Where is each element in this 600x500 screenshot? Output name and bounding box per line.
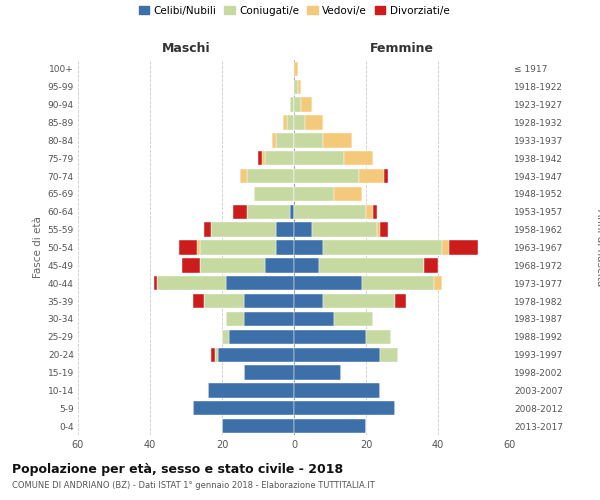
Bar — [294, 133, 323, 148]
Bar — [294, 169, 359, 183]
Bar — [229, 330, 294, 344]
Y-axis label: Anni di nascita: Anni di nascita — [595, 209, 600, 286]
Bar — [276, 222, 294, 237]
Bar — [294, 222, 312, 237]
Bar — [290, 204, 294, 219]
Bar — [294, 276, 362, 290]
Bar — [254, 187, 294, 201]
Bar — [294, 366, 341, 380]
Bar — [287, 116, 294, 130]
Bar — [200, 240, 276, 254]
Bar — [359, 169, 384, 183]
Bar — [258, 151, 262, 166]
Bar — [294, 151, 344, 166]
Bar — [218, 348, 294, 362]
Bar — [294, 348, 380, 362]
Bar — [434, 276, 442, 290]
Bar — [157, 276, 226, 290]
Bar — [182, 258, 200, 272]
Bar — [222, 330, 229, 344]
Bar — [323, 294, 395, 308]
Bar — [244, 294, 294, 308]
Bar — [294, 330, 366, 344]
Bar — [200, 258, 265, 272]
Bar — [247, 169, 294, 183]
Bar — [272, 133, 276, 148]
Bar — [442, 240, 449, 254]
Bar — [262, 151, 265, 166]
Bar — [294, 401, 395, 415]
Bar — [233, 204, 247, 219]
Bar — [197, 240, 200, 254]
Bar — [193, 294, 204, 308]
Bar — [373, 204, 377, 219]
Bar — [290, 98, 294, 112]
Bar — [334, 187, 362, 201]
Bar — [226, 276, 294, 290]
Bar — [276, 240, 294, 254]
Text: Maschi: Maschi — [161, 42, 211, 54]
Bar — [384, 169, 388, 183]
Bar — [344, 151, 373, 166]
Bar — [204, 222, 211, 237]
Bar — [265, 151, 294, 166]
Y-axis label: Fasce di età: Fasce di età — [34, 216, 43, 278]
Bar — [366, 204, 373, 219]
Text: Femmine: Femmine — [370, 42, 434, 54]
Bar — [215, 348, 218, 362]
Bar — [211, 222, 276, 237]
Bar — [294, 258, 319, 272]
Bar — [294, 240, 323, 254]
Text: COMUNE DI ANDRIANO (BZ) - Dati ISTAT 1° gennaio 2018 - Elaborazione TUTTITALIA.I: COMUNE DI ANDRIANO (BZ) - Dati ISTAT 1° … — [12, 481, 375, 490]
Bar — [265, 258, 294, 272]
Bar — [323, 240, 442, 254]
Bar — [380, 222, 388, 237]
Bar — [366, 330, 391, 344]
Bar — [323, 133, 352, 148]
Bar — [244, 312, 294, 326]
Bar — [395, 294, 406, 308]
Bar — [298, 80, 301, 94]
Bar — [154, 276, 157, 290]
Bar — [294, 80, 298, 94]
Bar — [334, 312, 373, 326]
Legend: Celibi/Nubili, Coniugati/e, Vedovi/e, Divorziati/e: Celibi/Nubili, Coniugati/e, Vedovi/e, Di… — [134, 2, 454, 20]
Bar — [204, 294, 244, 308]
Bar — [276, 133, 294, 148]
Bar — [244, 366, 294, 380]
Bar — [305, 116, 323, 130]
Bar — [179, 240, 197, 254]
Bar — [294, 419, 366, 433]
Bar — [193, 401, 294, 415]
Bar — [294, 98, 301, 112]
Text: Popolazione per età, sesso e stato civile - 2018: Popolazione per età, sesso e stato civil… — [12, 462, 343, 475]
Bar — [294, 116, 305, 130]
Bar — [247, 204, 290, 219]
Bar — [222, 419, 294, 433]
Bar — [294, 187, 334, 201]
Bar — [312, 222, 377, 237]
Bar — [294, 312, 334, 326]
Bar — [226, 312, 244, 326]
Bar — [377, 222, 380, 237]
Bar — [294, 383, 380, 398]
Bar — [449, 240, 478, 254]
Bar — [424, 258, 438, 272]
Bar — [380, 348, 398, 362]
Bar — [362, 276, 434, 290]
Bar — [319, 258, 424, 272]
Bar — [294, 62, 298, 76]
Bar — [301, 98, 312, 112]
Bar — [211, 348, 215, 362]
Bar — [240, 169, 247, 183]
Bar — [283, 116, 287, 130]
Bar — [208, 383, 294, 398]
Bar — [294, 294, 323, 308]
Bar — [294, 204, 366, 219]
